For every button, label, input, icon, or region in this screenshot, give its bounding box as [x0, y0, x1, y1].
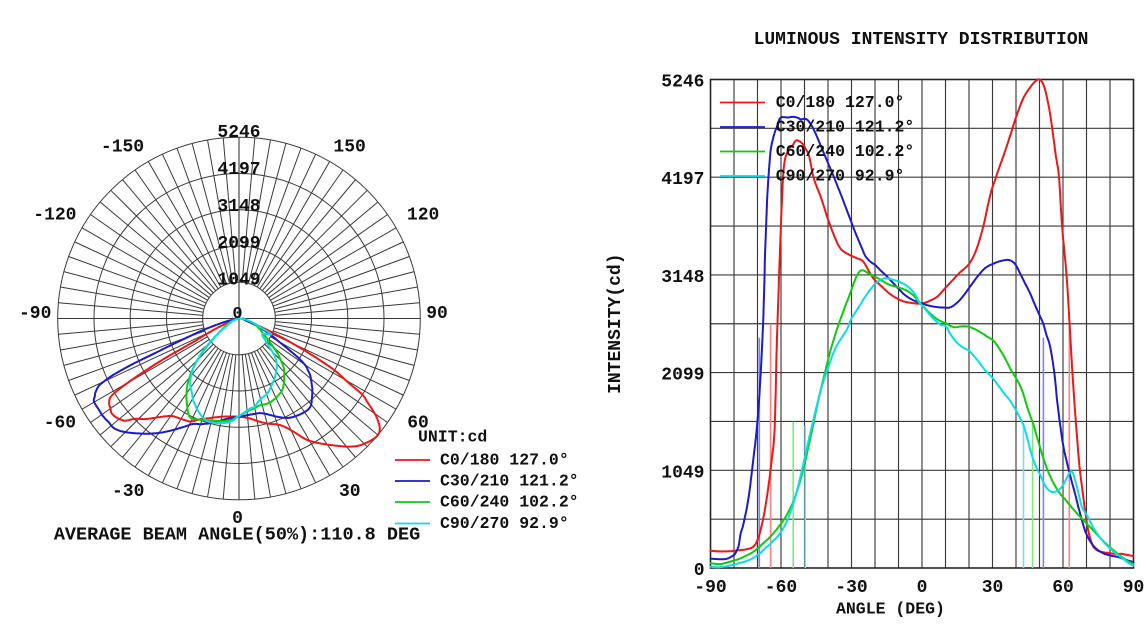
svg-text:3148: 3148: [661, 268, 704, 288]
svg-text:4197: 4197: [661, 170, 704, 190]
svg-text:90: 90: [426, 304, 448, 324]
svg-text:AVERAGE BEAM ANGLE(50%):110.8: AVERAGE BEAM ANGLE(50%):110.8 DEG: [54, 525, 420, 546]
svg-text:-90: -90: [694, 578, 726, 598]
svg-text:-150: -150: [101, 138, 144, 158]
svg-text:UNIT:cd: UNIT:cd: [418, 427, 487, 446]
svg-text:C60/240 102.2°: C60/240 102.2°: [776, 142, 915, 161]
svg-text:C0/180 127.0°: C0/180 127.0°: [776, 93, 905, 112]
svg-text:ANGLE (DEG): ANGLE (DEG): [836, 600, 945, 619]
svg-text:INTENSITY(cd): INTENSITY(cd): [606, 253, 626, 393]
svg-text:-60: -60: [765, 578, 797, 598]
svg-text:-60: -60: [44, 414, 76, 434]
svg-text:C60/240 102.2°: C60/240 102.2°: [440, 492, 579, 511]
svg-text:90: 90: [1123, 578, 1145, 598]
svg-text:2099: 2099: [661, 366, 704, 386]
svg-text:2099: 2099: [217, 234, 260, 254]
svg-text:0: 0: [694, 561, 705, 581]
svg-text:C90/270 92.9°: C90/270 92.9°: [776, 166, 905, 185]
svg-text:C30/210 121.2°: C30/210 121.2°: [776, 117, 915, 136]
svg-text:4197: 4197: [217, 160, 260, 180]
svg-text:3148: 3148: [217, 197, 260, 217]
svg-text:1049: 1049: [661, 463, 704, 483]
svg-text:60: 60: [1052, 578, 1074, 598]
svg-text:-30: -30: [112, 482, 144, 502]
svg-text:60: 60: [407, 414, 429, 434]
svg-text:5246: 5246: [661, 73, 704, 93]
svg-text:C30/210 121.2°: C30/210 121.2°: [440, 471, 579, 490]
svg-text:0: 0: [917, 578, 928, 598]
svg-text:30: 30: [982, 578, 1004, 598]
svg-text:-120: -120: [33, 205, 76, 225]
svg-text:-90: -90: [19, 304, 51, 324]
svg-text:30: 30: [339, 482, 361, 502]
svg-text:120: 120: [407, 205, 439, 225]
svg-text:C0/180 127.0°: C0/180 127.0°: [440, 450, 569, 469]
svg-text:-30: -30: [835, 578, 867, 598]
svg-text:150: 150: [333, 138, 365, 158]
svg-text:0: 0: [232, 305, 242, 324]
svg-text:5246: 5246: [217, 123, 260, 143]
svg-text:0: 0: [232, 509, 243, 529]
svg-text:1049: 1049: [217, 271, 260, 291]
svg-text:C90/270 92.9°: C90/270 92.9°: [440, 514, 569, 533]
svg-text:LUMINOUS INTENSITY DISTRIBUTIO: LUMINOUS INTENSITY DISTRIBUTION: [754, 30, 1089, 50]
